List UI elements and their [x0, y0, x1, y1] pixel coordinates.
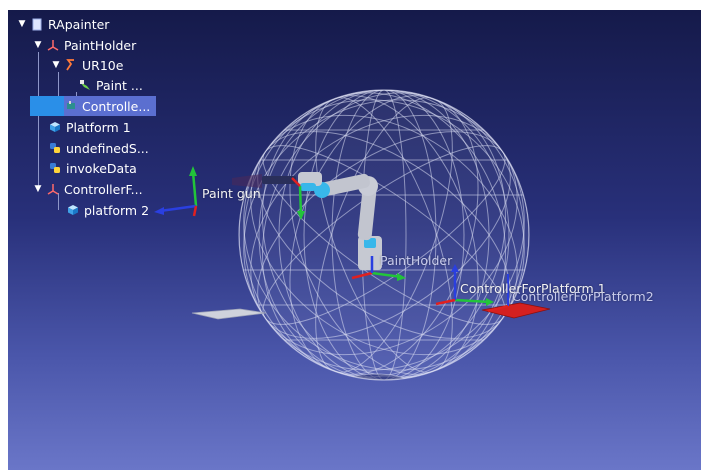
collapse-triangle-icon[interactable]: ▼	[34, 184, 42, 194]
tree-item-label: PaintHolder	[64, 37, 137, 53]
tool-frame-axes	[291, 177, 305, 220]
tree-item-ur10e[interactable]: ▼ UR10e	[50, 55, 124, 75]
tree-line	[38, 52, 39, 190]
tree-item-controller-f[interactable]: ▼ ControllerF...	[32, 179, 143, 199]
controller-icon	[64, 99, 78, 113]
box-icon	[48, 120, 62, 134]
tree-item-label: Controlle...	[82, 98, 151, 114]
tree-item-label: platform 2	[84, 202, 150, 218]
tree-item-label: Paint ...	[96, 77, 143, 93]
tree-item-label: Platform 1	[66, 119, 131, 135]
python-script-icon	[48, 161, 62, 175]
collapse-triangle-icon[interactable]: ▼	[18, 19, 26, 29]
paint-holder-frame-axes	[351, 256, 406, 281]
scene-tree: ▼ RApainter ▼ PaintHolder ▼ UR10e Paint …	[8, 10, 701, 230]
tree-line	[76, 92, 77, 98]
tree-item-label: invokeData	[66, 160, 137, 176]
controller-platform-1-label: ControllerForPlatform 1	[460, 281, 606, 296]
tree-item-label: undefinedS...	[66, 140, 149, 156]
frame-axes-icon	[46, 182, 60, 196]
tree-item-platform-2[interactable]: platform 2	[66, 200, 149, 220]
paint-gun-icon	[78, 78, 92, 92]
tree-item-paintholder[interactable]: ▼ PaintHolder	[32, 35, 137, 55]
tree-item-controller[interactable]: Controlle...	[64, 96, 156, 116]
python-script-icon	[48, 141, 62, 155]
collapse-triangle-icon[interactable]: ▼	[34, 40, 42, 50]
robot-arm-icon	[64, 58, 78, 72]
frame-axes-icon	[46, 38, 60, 52]
paint-gun-label: Paint gun	[202, 186, 261, 201]
tree-item-label: RApainter	[48, 16, 110, 32]
controller-platform-2-frame-axes	[487, 274, 509, 312]
box-icon	[66, 203, 80, 217]
controller-platform-2-label: ControllerForPlatform2	[512, 289, 654, 304]
paint-holder-label: PaintHolder	[380, 253, 453, 268]
tree-selection-edge	[30, 96, 64, 116]
platform-1-plate	[191, 308, 267, 320]
tree-item-platform-1[interactable]: Platform 1	[48, 117, 131, 137]
tree-item-invoke-data[interactable]: invokeData	[48, 158, 137, 178]
tree-item-paint-gun[interactable]: Paint ...	[78, 75, 143, 95]
tree-item-label: ControllerF...	[64, 181, 143, 197]
controller-platform-1-frame-axes	[435, 264, 494, 306]
collapse-triangle-icon[interactable]: ▼	[52, 60, 60, 70]
file-icon	[30, 17, 44, 31]
tree-item-label: UR10e	[82, 57, 124, 73]
robot-arm-ur10e	[232, 172, 382, 270]
paint-gun-frame-axes	[154, 166, 198, 217]
tree-line	[58, 72, 59, 108]
tree-item-undefined-script[interactable]: undefinedS...	[48, 138, 149, 158]
sphere-outline	[238, 89, 530, 381]
tree-line	[58, 193, 59, 210]
tree-item-root[interactable]: ▼ RApainter	[16, 14, 110, 34]
